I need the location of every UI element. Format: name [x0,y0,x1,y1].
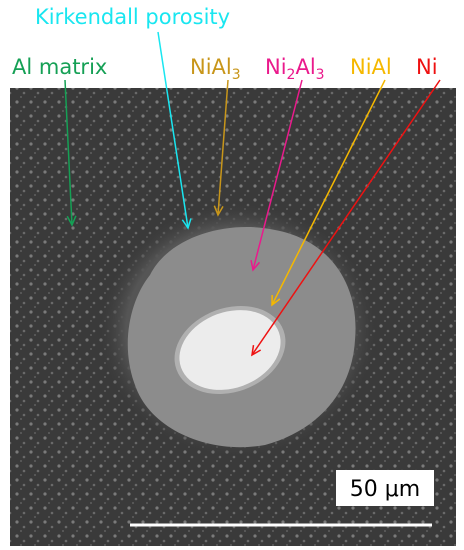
arrow [251,79,441,356]
arrow [217,79,229,216]
arrow-head [250,260,261,272]
label-part: 3 [316,67,325,83]
arrow-head [271,294,281,307]
scale-label-box [336,470,434,506]
label-part: Al [295,55,315,79]
label-part: NiAl [190,55,232,79]
phase-label: Kirkendall porosity [35,5,230,29]
phase-label: NiAl [350,55,392,79]
arrow-head [251,344,262,357]
arrow [252,79,303,271]
label-part: Kirkendall porosity [35,5,230,29]
arrow [271,79,386,306]
arrow [157,31,189,229]
label-part: NiAl [350,55,392,79]
arrow [64,79,73,226]
phase-label: Ni [416,55,438,79]
label-part: Ni [265,55,287,79]
phase-label: NiAl3 [190,55,241,83]
phase-label: Al matrix [12,55,107,79]
phase-label: Ni2Al3 [265,55,325,83]
scale-label: 50 μm [350,477,420,502]
ni-core [179,310,281,390]
label-part: 2 [287,67,296,83]
label-part: Ni [416,55,438,79]
label-part: Al matrix [12,55,107,79]
arrow-head [181,218,192,230]
arrow-head [213,205,224,217]
arrow-head [66,215,77,227]
arrows [64,31,441,356]
label-part: 3 [232,67,241,83]
